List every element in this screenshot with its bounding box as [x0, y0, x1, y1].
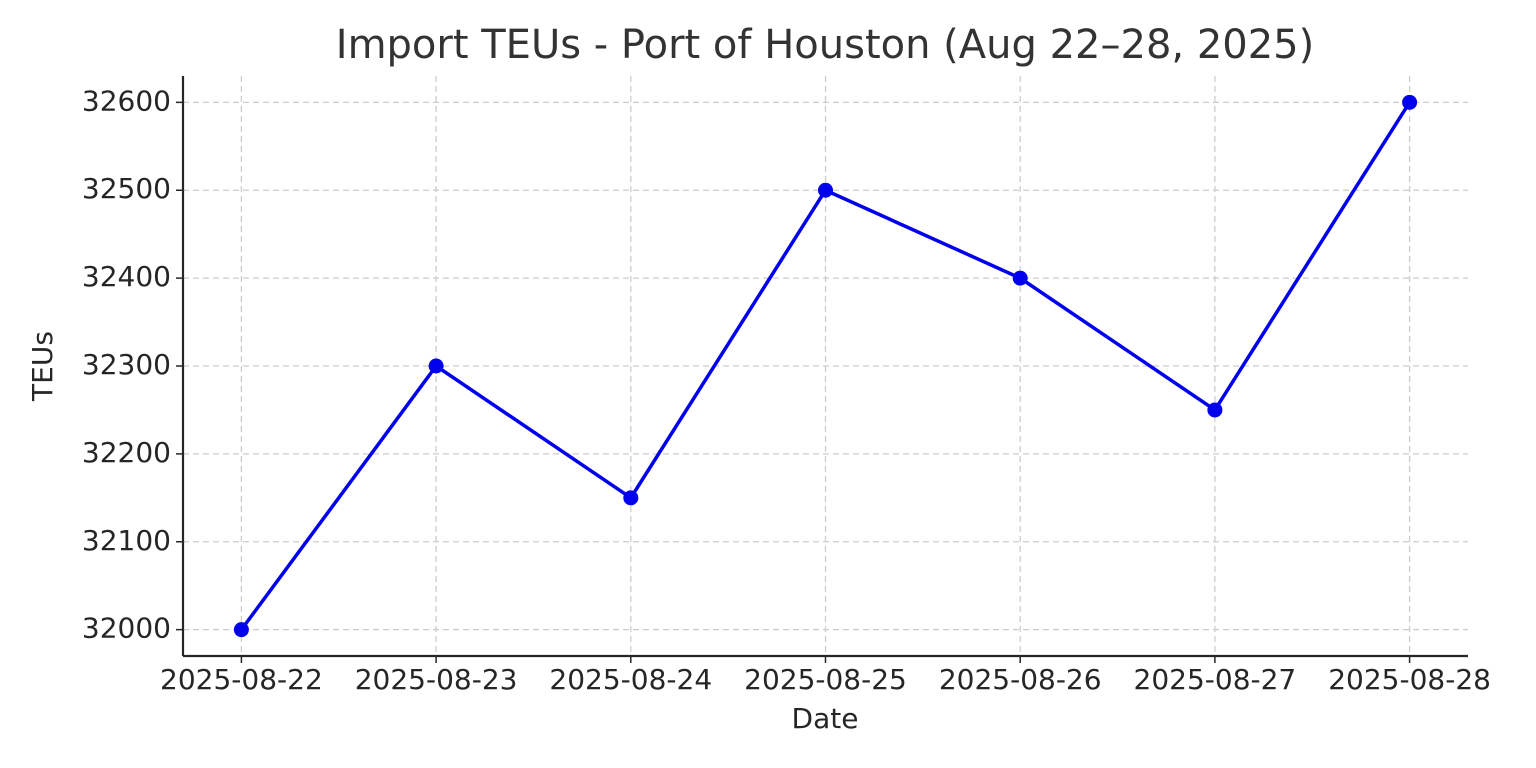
y-tick-label: 32200 — [82, 436, 171, 469]
marker — [428, 358, 444, 374]
y-axis-label: TEUs — [26, 331, 59, 402]
y-tick-label: 32100 — [82, 524, 171, 557]
x-tick-label: 2025-08-24 — [549, 663, 712, 696]
marker — [1402, 94, 1418, 110]
x-axis-label: Date — [792, 702, 859, 735]
x-tick-label: 2025-08-25 — [744, 663, 907, 696]
y-tick-label: 32300 — [82, 348, 171, 381]
marker — [818, 182, 833, 198]
y-tick-label: 32500 — [82, 172, 171, 205]
marker — [1207, 402, 1223, 418]
marker — [233, 622, 249, 638]
y-tick-label: 32000 — [82, 612, 171, 645]
x-tick-label: 2025-08-28 — [1328, 663, 1491, 696]
x-tick-label: 2025-08-23 — [355, 663, 518, 696]
y-tick-label: 32600 — [82, 84, 171, 117]
x-tick-label: 2025-08-22 — [160, 663, 323, 696]
marker — [1012, 270, 1028, 286]
y-tick-label: 32400 — [82, 260, 171, 293]
x-tick-label: 2025-08-27 — [1134, 663, 1297, 696]
marker — [623, 490, 639, 506]
x-tick-label: 2025-08-26 — [939, 663, 1102, 696]
chart-title: Import TEUs - Port of Houston (Aug 22–28… — [336, 22, 1314, 68]
